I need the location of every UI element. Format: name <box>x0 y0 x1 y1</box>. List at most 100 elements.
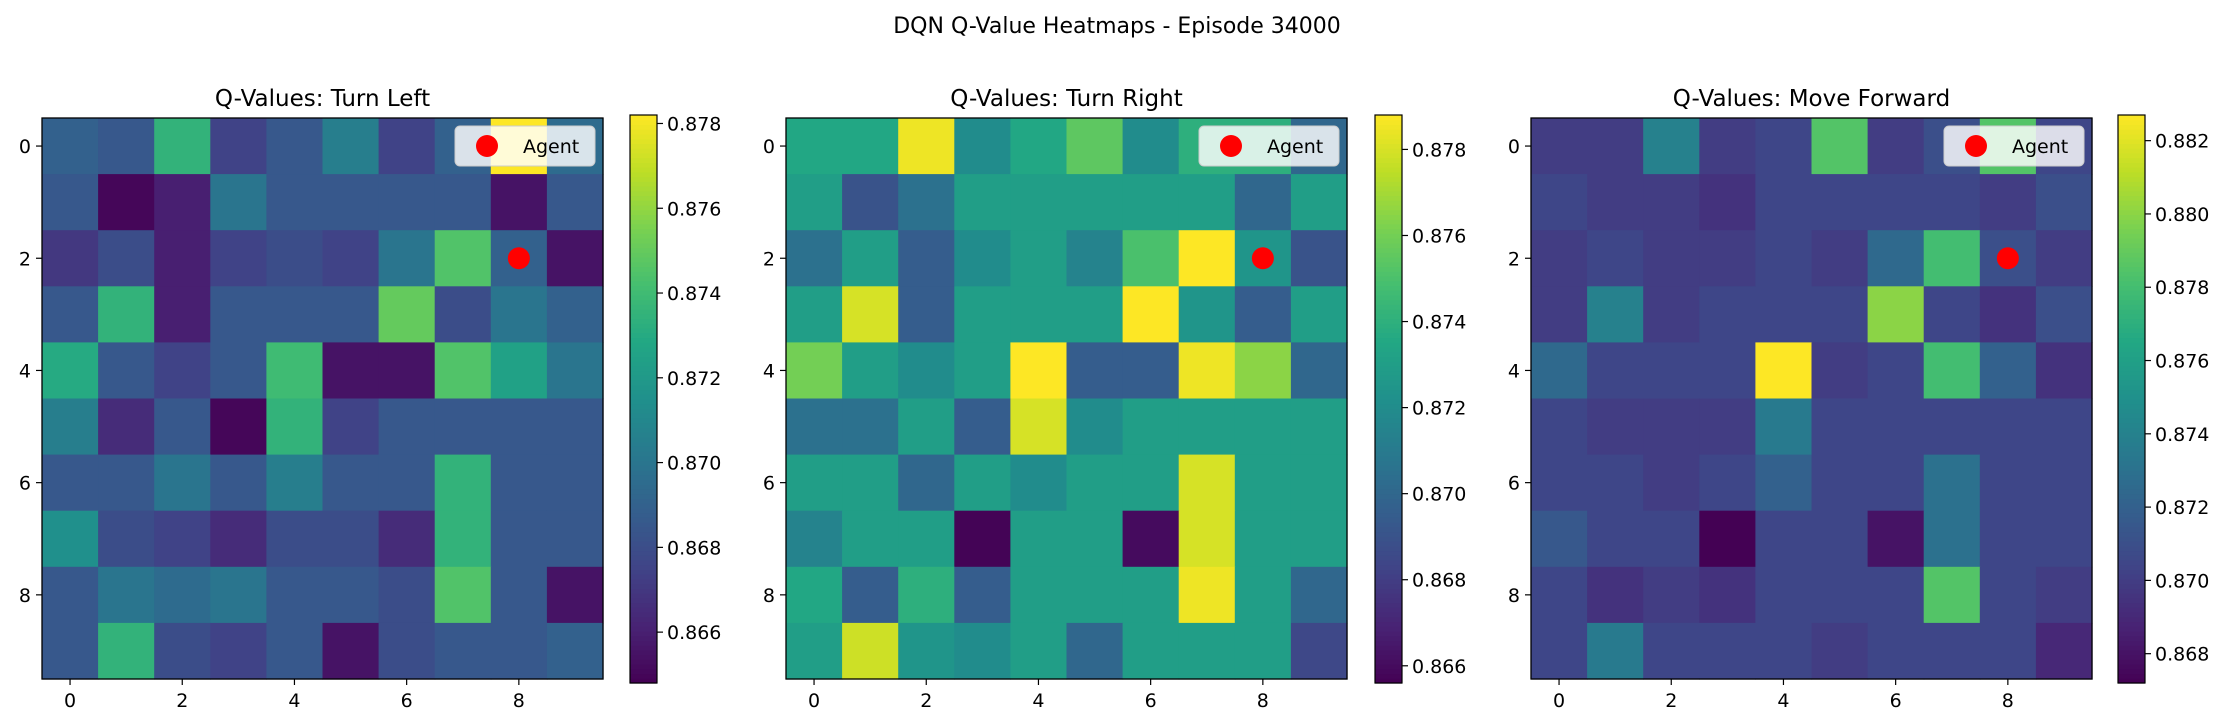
heatmap-cell <box>1811 398 1869 456</box>
heatmap-cell <box>1531 454 1588 512</box>
colorbar-segment <box>1375 261 1402 268</box>
panel-title: Q-Values: Turn Right <box>950 86 1183 112</box>
colorbar-segment <box>630 323 657 329</box>
colorbar-segment <box>1375 621 1402 627</box>
colorbar-segment <box>2118 484 2145 490</box>
colorbar-segment <box>2118 309 2145 315</box>
colorbar-segment <box>2118 621 2145 627</box>
heatmap-cell <box>1066 398 1124 456</box>
heatmap-cell <box>954 118 1011 175</box>
heatmap-cell <box>210 174 267 231</box>
heatmap-cell <box>210 510 267 568</box>
heatmap-cell <box>898 286 955 343</box>
colorbar-segment <box>1375 143 1402 149</box>
heatmap-cell <box>434 566 492 624</box>
colorbar-segment <box>2118 517 2145 523</box>
colorbar-segment <box>630 673 657 679</box>
heatmap-cell <box>1755 342 1813 400</box>
colorbar-segment <box>630 474 657 481</box>
heatmap-cell <box>42 566 99 624</box>
heatmap-cell <box>378 342 436 400</box>
heatmap-cell <box>98 286 155 343</box>
heatmap-cell <box>1643 118 1700 175</box>
colorbar-segment <box>630 488 657 495</box>
colorbar-segment <box>630 247 657 253</box>
heatmap-cell <box>954 566 1011 624</box>
colorbar-segment <box>1375 574 1402 580</box>
heatmap-cell <box>1531 118 1588 175</box>
legend-label: Agent <box>1267 136 1323 158</box>
colorbar-segment <box>1375 498 1402 504</box>
heatmap-cell <box>1066 566 1124 624</box>
colorbar-segment <box>1375 602 1402 608</box>
heatmap-cell <box>1699 566 1756 624</box>
heatmap-cell <box>1234 342 1292 400</box>
colorbar-segment <box>2118 455 2145 462</box>
colorbar-segment <box>630 285 657 291</box>
heatmap-cell <box>42 398 99 456</box>
colorbar-segment <box>2118 257 2145 263</box>
heatmap-cell <box>1643 398 1700 456</box>
heatmap-cell <box>1699 454 1756 512</box>
heatmap-cell <box>1234 622 1292 680</box>
heatmap-cell <box>1755 454 1813 512</box>
legend: Agent <box>1943 125 2085 167</box>
x-tick-label: 6 <box>1145 690 1157 712</box>
colorbar: 0.868 0.870 0.872 0.874 0.876 0.878 0.880 0.882 <box>2117 114 2209 684</box>
heatmap-cell <box>954 286 1011 343</box>
heatmap-cell <box>434 454 492 512</box>
heatmap-cell <box>1178 454 1236 512</box>
heatmap-cell <box>154 510 211 568</box>
colorbar-segment <box>1375 597 1402 604</box>
colorbar-segment <box>630 526 657 533</box>
heatmap-cell <box>1867 566 1925 624</box>
colorbar-segment <box>2118 436 2145 443</box>
y-tick-label: 2 <box>19 248 31 270</box>
colorbar-segment <box>1375 422 1402 428</box>
heatmap-cell <box>842 286 899 343</box>
x-tick-label: 0 <box>64 690 76 712</box>
heatmap-cell <box>1178 510 1236 568</box>
colorbar-segment <box>1375 361 1402 367</box>
colorbar-segment <box>1375 484 1402 490</box>
y-tick-label: 4 <box>763 360 775 382</box>
heatmap-cell <box>1643 286 1700 343</box>
y-tick-label: 0 <box>19 136 31 158</box>
colorbar-segment <box>2118 280 2145 286</box>
colorbar-segment <box>1375 630 1402 637</box>
heatmap-cell <box>98 230 155 287</box>
colorbar-segment <box>630 583 657 589</box>
figure-suptitle: DQN Q-Value Heatmaps - Episode 34000 <box>893 14 1341 39</box>
x-tick-label: 2 <box>1665 690 1677 712</box>
heatmap-cell <box>1531 622 1588 680</box>
colorbar-segment <box>630 550 657 556</box>
colorbar-segment <box>2118 285 2145 291</box>
heatmap-cell <box>434 230 492 287</box>
heatmap-cell <box>1867 342 1925 400</box>
x-tick-label: 8 <box>2002 690 2014 712</box>
heatmap-cell <box>154 342 211 400</box>
colorbar-segment <box>2118 162 2145 168</box>
colorbar-segment <box>2118 365 2145 372</box>
colorbar-segment <box>2118 223 2145 230</box>
heatmap-cell <box>1979 342 2037 400</box>
colorbar-segment <box>630 417 657 424</box>
colorbar-segment <box>1375 588 1402 594</box>
heatmap-cell <box>1699 622 1756 680</box>
heatmap-cell <box>546 286 604 343</box>
colorbar-segment <box>630 365 657 372</box>
colorbar-segment <box>1375 394 1402 400</box>
colorbar-segment <box>2118 375 2145 381</box>
colorbar-segment <box>1375 346 1402 353</box>
colorbar-segment <box>1375 186 1402 192</box>
heatmap-cell <box>378 174 436 231</box>
colorbar-segment <box>630 621 657 627</box>
heatmap-cell <box>1010 454 1068 512</box>
heatmap-cell <box>1643 510 1700 568</box>
legend-marker <box>1965 135 1987 157</box>
colorbar-segment <box>1375 659 1402 665</box>
colorbar-segment <box>630 190 657 197</box>
colorbar-segment <box>1375 370 1402 376</box>
colorbar-segment <box>630 238 657 244</box>
